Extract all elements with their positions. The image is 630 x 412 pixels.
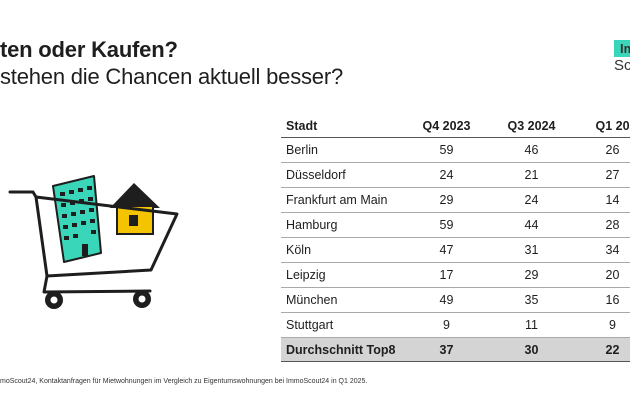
cart-wheel-icons	[45, 290, 151, 309]
cell-average-q3-2024: 30	[489, 337, 574, 362]
cell-city: München	[281, 287, 404, 313]
cell-q4-2023: 17	[404, 262, 489, 288]
house-icon	[110, 183, 160, 235]
immoscout-logo: Im Sc	[614, 40, 630, 76]
cell-average-label: Durchschnitt Top8	[281, 337, 404, 362]
cell-q3-2024: 44	[489, 212, 574, 238]
cell-q4-2023: 59	[404, 137, 489, 163]
table-row: Leipzig 17 29 20	[281, 262, 630, 288]
cell-city: Stuttgart	[281, 312, 404, 338]
table-row: Hamburg 59 44 28	[281, 212, 630, 238]
shopping-cart-illustration	[8, 175, 179, 309]
header-q3-2024: Q3 2024	[489, 114, 574, 138]
cell-q4-2023: 24	[404, 162, 489, 188]
cell-q3-2024: 24	[489, 187, 574, 213]
cell-city: Düsseldorf	[281, 162, 404, 188]
cell-q3-2024: 35	[489, 287, 574, 313]
cell-q1-2025: 34	[574, 237, 630, 263]
slide-title: ten oder Kaufen?	[0, 37, 178, 62]
table-row: Frankfurt am Main 29 24 14	[281, 187, 630, 213]
apartment-inquiry-table: Stadt Q4 2023 Q3 2024 Q1 20 Berlin 59 46…	[281, 114, 630, 362]
cell-q4-2023: 9	[404, 312, 489, 338]
cell-q1-2025: 14	[574, 187, 630, 213]
cell-q4-2023: 49	[404, 287, 489, 313]
cell-city: Köln	[281, 237, 404, 263]
cell-q3-2024: 21	[489, 162, 574, 188]
cell-q4-2023: 47	[404, 237, 489, 263]
cell-q3-2024: 11	[489, 312, 574, 338]
shopping-cart-icon	[8, 190, 179, 294]
cell-q1-2025: 26	[574, 137, 630, 163]
cell-average-q4-2023: 37	[404, 337, 489, 362]
source-note: moScout24, Kontaktanfragen für Mietwohnu…	[0, 378, 368, 385]
header-q4-2023: Q4 2023	[404, 114, 489, 138]
cell-q3-2024: 31	[489, 237, 574, 263]
table-header-row: Stadt Q4 2023 Q3 2024 Q1 20	[281, 114, 630, 138]
cell-city: Leipzig	[281, 262, 404, 288]
slide-subtitle: stehen die Chancen aktuell besser?	[0, 64, 343, 89]
cell-q4-2023: 59	[404, 212, 489, 238]
apartment-building-icon	[52, 175, 102, 263]
table-row: München 49 35 16	[281, 287, 630, 313]
cell-q1-2025: 16	[574, 287, 630, 313]
table-row: Düsseldorf 24 21 27	[281, 162, 630, 188]
cell-q4-2023: 29	[404, 187, 489, 213]
cell-city: Frankfurt am Main	[281, 187, 404, 213]
table-row: Berlin 59 46 26	[281, 137, 630, 163]
cell-q1-2025: 20	[574, 262, 630, 288]
cell-q3-2024: 29	[489, 262, 574, 288]
cell-average-q1-2025: 22	[574, 337, 630, 362]
header-q1-2025: Q1 20	[574, 114, 630, 138]
cell-q1-2025: 27	[574, 162, 630, 188]
table-row: Köln 47 31 34	[281, 237, 630, 263]
cell-q3-2024: 46	[489, 137, 574, 163]
table-average-row: Durchschnitt Top8 37 30 22	[281, 337, 630, 362]
logo-accent-box	[614, 40, 630, 57]
cell-city: Berlin	[281, 137, 404, 163]
logo-line-2: Sc	[614, 57, 630, 74]
cell-q1-2025: 9	[574, 312, 630, 338]
cell-q1-2025: 28	[574, 212, 630, 238]
cell-city: Hamburg	[281, 212, 404, 238]
logo-line-1: Im	[620, 41, 630, 56]
table-row: Stuttgart 9 11 9	[281, 312, 630, 338]
header-city: Stadt	[281, 114, 404, 138]
